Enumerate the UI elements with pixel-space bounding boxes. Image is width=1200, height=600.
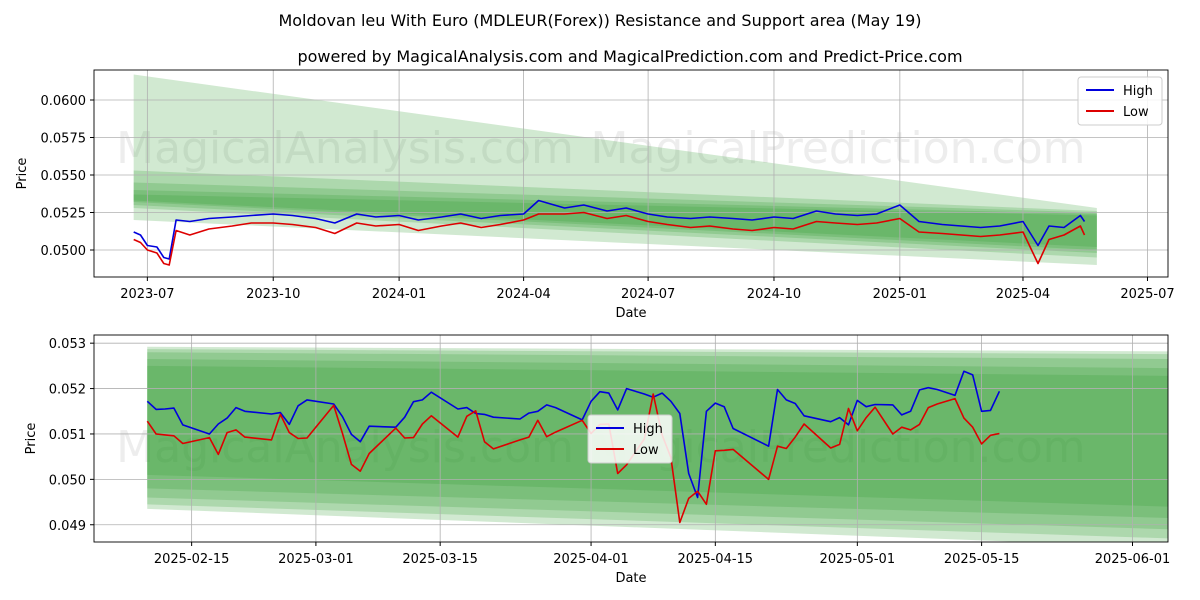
y-tick-label: 0.0575 [41, 132, 87, 147]
x-tick-label: 2025-04-15 [678, 552, 754, 567]
x-tick-label: 2025-04-01 [553, 552, 629, 567]
legend-label-low: Low [633, 443, 659, 458]
y-axis-label: Price [15, 158, 30, 190]
x-axis-label: Date [615, 306, 646, 321]
legend-label-high: High [1123, 84, 1153, 99]
x-tick-label: 2025-07 [1120, 287, 1174, 302]
y-tick-label: 0.050 [49, 473, 86, 488]
x-tick-label: 2025-03-01 [278, 552, 354, 567]
y-axis-label: Price [24, 423, 39, 455]
watermark-text: MagicalPrediction.com [591, 422, 1086, 473]
bottom-panel: MagicalAnalysis.com MagicalPrediction.com… [24, 334, 1171, 586]
x-tick-label: 2025-05-15 [944, 552, 1020, 567]
y-tick-label: 0.051 [49, 428, 86, 443]
axes-frame [93, 334, 1169, 543]
band-area [133, 190, 1097, 250]
y-tick-label: 0.053 [49, 337, 86, 352]
y-tick-label: 0.0600 [41, 94, 87, 109]
x-tick-label: 2024-04 [496, 287, 550, 302]
series-line-low [133, 211, 1086, 266]
y-tick-label: 0.049 [49, 519, 86, 534]
x-tick-label: 2025-06-01 [1095, 552, 1171, 567]
watermark-text: MagicalPrediction.com [591, 123, 1086, 174]
y-tick-label: 0.0500 [41, 244, 87, 259]
x-tick-label: 2024-10 [747, 287, 801, 302]
x-tick-label: 2025-02-15 [154, 552, 230, 567]
x-tick-label: 2025-03-15 [402, 552, 478, 567]
x-tick-label: 2025-04 [996, 287, 1050, 302]
series-group [133, 199, 1086, 266]
legend-label-high: High [633, 422, 663, 437]
x-tick-label: 2024-01 [372, 287, 426, 302]
top-panel: MagicalAnalysis.com MagicalPrediction.com… [15, 69, 1175, 321]
legend: High Low [1077, 76, 1163, 126]
x-tick-label: 2024-07 [621, 287, 675, 302]
legend: High Low [587, 414, 673, 464]
band-area [133, 170, 1097, 258]
x-axis-label: Date [615, 571, 646, 586]
watermark-text: MagicalAnalysis.com [116, 123, 574, 174]
series-line-high [146, 370, 1001, 499]
x-tick-label: 2023-07 [120, 287, 174, 302]
y-tick-label: 0.0525 [41, 207, 87, 222]
x-tick-label: 2025-01 [873, 287, 927, 302]
y-tick-label: 0.052 [49, 383, 86, 398]
x-tick-label: 2023-10 [246, 287, 300, 302]
y-tick-label: 0.0550 [41, 169, 87, 184]
axes-frame [93, 69, 1169, 278]
x-tick-label: 2025-05-01 [820, 552, 896, 567]
chart-subtitle: powered by MagicalAnalysis.com and Magic… [297, 47, 962, 66]
legend-label-low: Low [1123, 105, 1149, 120]
band-area [133, 194, 1097, 247]
series-line-high [133, 199, 1086, 260]
chart-title: Moldovan leu With Euro (MDLEUR(Forex)) R… [278, 11, 921, 30]
